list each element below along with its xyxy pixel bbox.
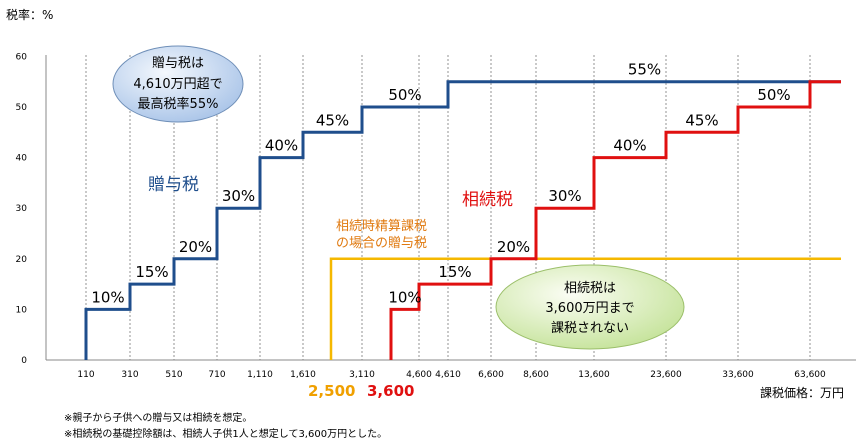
souzoku-rate-labels: 10% 15% 20% 30% 40% 45% 50% [388, 86, 790, 306]
x-tick-label: 8,600 [523, 370, 549, 380]
x-tick-label: 110 [77, 370, 94, 380]
souzoku-rate-label: 10% [388, 288, 421, 306]
threshold-label-2500: 2,500 [308, 382, 355, 400]
x-tick-label: 710 [208, 370, 225, 380]
legend-souzoku: 相続税 [462, 190, 513, 210]
callout-zouyo-line1: 贈与税は [152, 55, 204, 71]
series-blue [84, 80, 841, 360]
callout-souzoku-bubble [495, 264, 685, 350]
y-tick-label: 10 [16, 305, 28, 315]
callout-zouyo-line2: 4,610万円超で [133, 77, 222, 92]
zouyo-rate-label: 20% [179, 238, 212, 256]
y-tick-label: 0 [21, 356, 27, 366]
footnote-1: ※親子から子供への贈与又は相続を想定。 [64, 411, 252, 424]
series-line-zouyo [84, 80, 841, 360]
callout-souzoku-line3: 課税されない [551, 320, 629, 336]
y-tick-label: 40 [16, 154, 28, 164]
callout-souzoku-line1: 相続税は [564, 281, 616, 296]
souzoku-rate-label: 45% [685, 111, 718, 129]
zouyo-rate-label: 40% [265, 137, 298, 155]
threshold-label-3600: 3,600 [367, 382, 414, 400]
x-tick-label: 63,600 [794, 370, 826, 380]
y-axis-title: 税率：% [6, 7, 53, 22]
x-tick-label: 1,610 [290, 370, 316, 380]
series-line-seisan [329, 257, 841, 360]
zouyo-rate-label: 50% [388, 86, 421, 104]
series-red [389, 80, 841, 360]
legend-seisan-line1: 相続時精算課税 [336, 218, 427, 234]
x-tick-label: 4,600 [406, 370, 432, 380]
souzoku-rate-label: 15% [438, 263, 471, 281]
zouyo-rate-label: 15% [135, 263, 168, 281]
y-tick-label: 20 [16, 255, 28, 265]
legend-zouyo: 贈与税 [148, 175, 199, 195]
zouyo-rate-label: 45% [316, 111, 349, 129]
y-tick-labels: 60 50 40 30 20 10 0 [16, 52, 28, 366]
x-tick-label: 6,600 [478, 370, 504, 380]
souzoku-rate-label: 20% [497, 238, 530, 256]
zouyo-rate-label: 30% [222, 187, 255, 205]
x-tick-label: 510 [165, 370, 182, 380]
callout-zouyo-bubble [112, 45, 244, 123]
x-tick-label: 3,110 [349, 370, 375, 380]
x-tick-labels: 110 310 510 710 1,110 1,610 3,110 4,600 4,610 6,6… [77, 370, 826, 380]
zouyo-rate-label: 55% [628, 61, 661, 79]
callout-souzoku-line2: 3,600万円まで [545, 301, 634, 316]
zouyo-rate-label: 10% [91, 288, 124, 306]
series-line-souzoku [389, 80, 841, 360]
souzoku-rate-label: 30% [548, 187, 581, 205]
footnote-2: ※相続税の基礎控除額は、相続人子供1人と想定して3,600万円とした。 [64, 427, 387, 440]
y-tick-label: 50 [16, 103, 28, 113]
x-tick-label: 23,600 [650, 370, 682, 380]
x-tick-label: 310 [121, 370, 138, 380]
x-axis-title: 課税価格：万円 [760, 385, 844, 400]
souzoku-rate-label: 50% [757, 86, 790, 104]
callout-zouyo-line3: 最高税率55% [138, 96, 219, 112]
souzoku-rate-label: 40% [613, 137, 646, 155]
x-tick-label: 33,600 [722, 370, 754, 380]
series-orange [329, 257, 841, 360]
zouyo-rate-labels: 10% 15% 20% 30% 40% 45% 50% 55% [91, 61, 661, 307]
legend-seisan-line2: の場合の贈与税 [336, 235, 427, 251]
callout-zouyo: 贈与税は 4,610万円超で 最高税率55% [112, 45, 244, 123]
x-tick-label: 1,110 [247, 370, 273, 380]
x-tick-label: 13,600 [578, 370, 610, 380]
callout-souzoku: 相続税は 3,600万円まで 課税されない [495, 264, 685, 350]
y-tick-label: 60 [16, 52, 28, 62]
x-tick-label: 4,610 [435, 370, 461, 380]
y-tick-label: 30 [16, 204, 28, 214]
